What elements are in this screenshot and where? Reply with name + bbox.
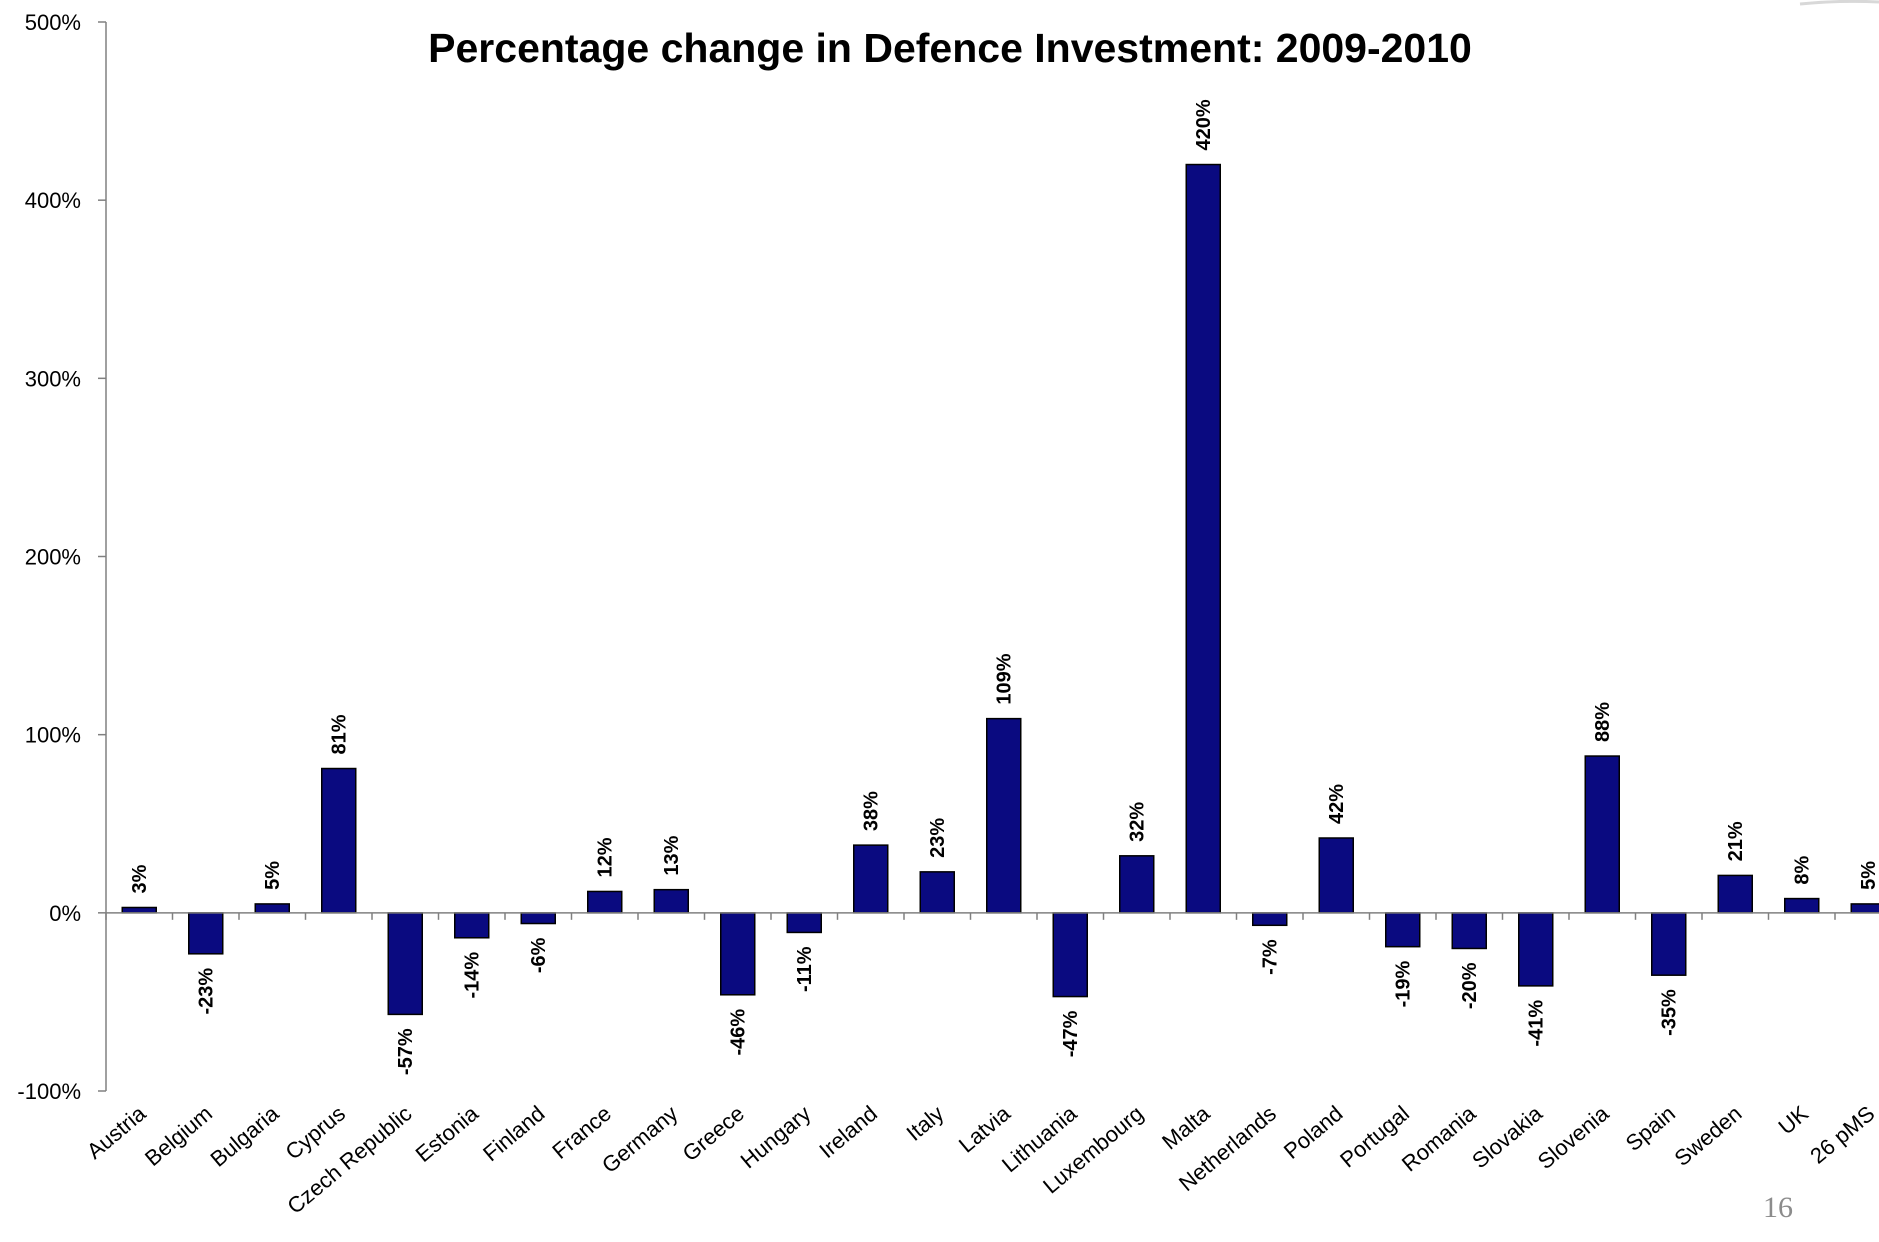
category-label: Latvia <box>954 1100 1016 1157</box>
data-label: 38% <box>861 791 883 831</box>
category-label: Austria <box>82 1100 151 1164</box>
category-label: Finland <box>478 1101 549 1167</box>
bar <box>1584 755 1620 914</box>
bar <box>321 767 357 914</box>
data-label: 21% <box>1725 821 1747 861</box>
data-label: 5% <box>1858 861 1879 890</box>
data-label: -41% <box>1526 1000 1548 1047</box>
data-label: 12% <box>595 837 617 877</box>
bar <box>986 717 1022 914</box>
bar <box>1850 903 1879 914</box>
data-label: -11% <box>794 946 816 992</box>
data-label: -19% <box>1393 960 1415 1007</box>
bar <box>1318 837 1354 914</box>
category-label: Hungary <box>736 1101 816 1174</box>
bar <box>454 912 490 939</box>
chart-title: Percentage change in Defence Investment:… <box>428 25 1472 71</box>
data-label: 3% <box>129 864 151 893</box>
x-axis <box>105 912 1879 920</box>
data-label: 13% <box>661 835 683 875</box>
bar <box>1385 912 1421 948</box>
bar <box>919 871 955 914</box>
y-tick-label: -100% <box>17 1079 81 1104</box>
category-label: Malta <box>1157 1100 1215 1154</box>
bar-series <box>121 163 1879 1016</box>
y-tick-label: 200% <box>25 545 81 570</box>
bar <box>387 912 423 1016</box>
bar <box>1784 897 1820 914</box>
category-label: Bulgaria <box>206 1100 284 1172</box>
data-label: -23% <box>196 968 218 1015</box>
bar <box>188 912 224 955</box>
y-tick-label: 300% <box>25 366 81 391</box>
data-label: 23% <box>927 818 949 858</box>
category-label: Spain <box>1621 1101 1680 1156</box>
data-label: 42% <box>1326 784 1348 824</box>
data-label: -20% <box>1459 962 1481 1009</box>
data-label: 109% <box>994 653 1016 704</box>
y-tick-label: 100% <box>25 723 81 748</box>
data-label: -47% <box>1060 1010 1082 1057</box>
bar <box>1185 163 1221 914</box>
bar <box>1518 912 1554 987</box>
data-label: -46% <box>728 1009 750 1056</box>
data-label: -35% <box>1659 989 1681 1036</box>
bar <box>653 888 689 914</box>
bar <box>1252 912 1288 927</box>
category-label: Romania <box>1397 1100 1481 1176</box>
category-label: Estonia <box>411 1100 484 1167</box>
data-label: 8% <box>1792 855 1814 884</box>
y-tick-label: 500% <box>25 10 81 35</box>
category-label: Germany <box>597 1101 682 1178</box>
data-label: 81% <box>329 714 351 754</box>
category-label: Czech Republic <box>282 1101 416 1219</box>
category-label: Ireland <box>814 1101 882 1163</box>
bar <box>1451 912 1487 950</box>
y-tick-label: 400% <box>25 188 81 213</box>
data-label: 5% <box>262 861 284 890</box>
category-label: Italy <box>901 1101 948 1146</box>
bar <box>1119 855 1155 914</box>
bar <box>520 912 556 925</box>
data-label: 420% <box>1193 99 1215 150</box>
page-number: 16 <box>1763 1191 1793 1224</box>
y-axis: -100% 0% 100% 200% 300% 400% 500% <box>17 10 107 1104</box>
corner-decoration <box>1799 0 1879 6</box>
data-labels: 3% -23% 5% 81% -57% -14% -6% 12% 13% -46% -11% 38% 2… <box>129 99 1879 1075</box>
bar <box>1717 874 1753 914</box>
data-label: -7% <box>1260 939 1282 975</box>
category-label: Slovenia <box>1533 1100 1614 1174</box>
bar <box>853 844 889 914</box>
data-label: -6% <box>528 937 550 973</box>
bar <box>254 903 290 914</box>
bar <box>1052 912 1088 998</box>
category-label: 26 pMS <box>1805 1101 1879 1169</box>
category-label: Slovakia <box>1467 1100 1547 1173</box>
bar <box>720 912 756 996</box>
category-label: UK <box>1773 1100 1813 1139</box>
bar <box>121 906 157 914</box>
data-label: 32% <box>1127 802 1149 842</box>
data-label: -57% <box>395 1028 417 1075</box>
data-label: -14% <box>462 952 484 999</box>
bar <box>786 912 822 934</box>
category-label: Sweden <box>1669 1101 1746 1171</box>
y-tick-label: 0% <box>49 901 81 926</box>
bar <box>587 890 623 914</box>
data-label: 88% <box>1592 702 1614 742</box>
category-label: Belgium <box>140 1101 217 1171</box>
bar <box>1651 912 1687 976</box>
